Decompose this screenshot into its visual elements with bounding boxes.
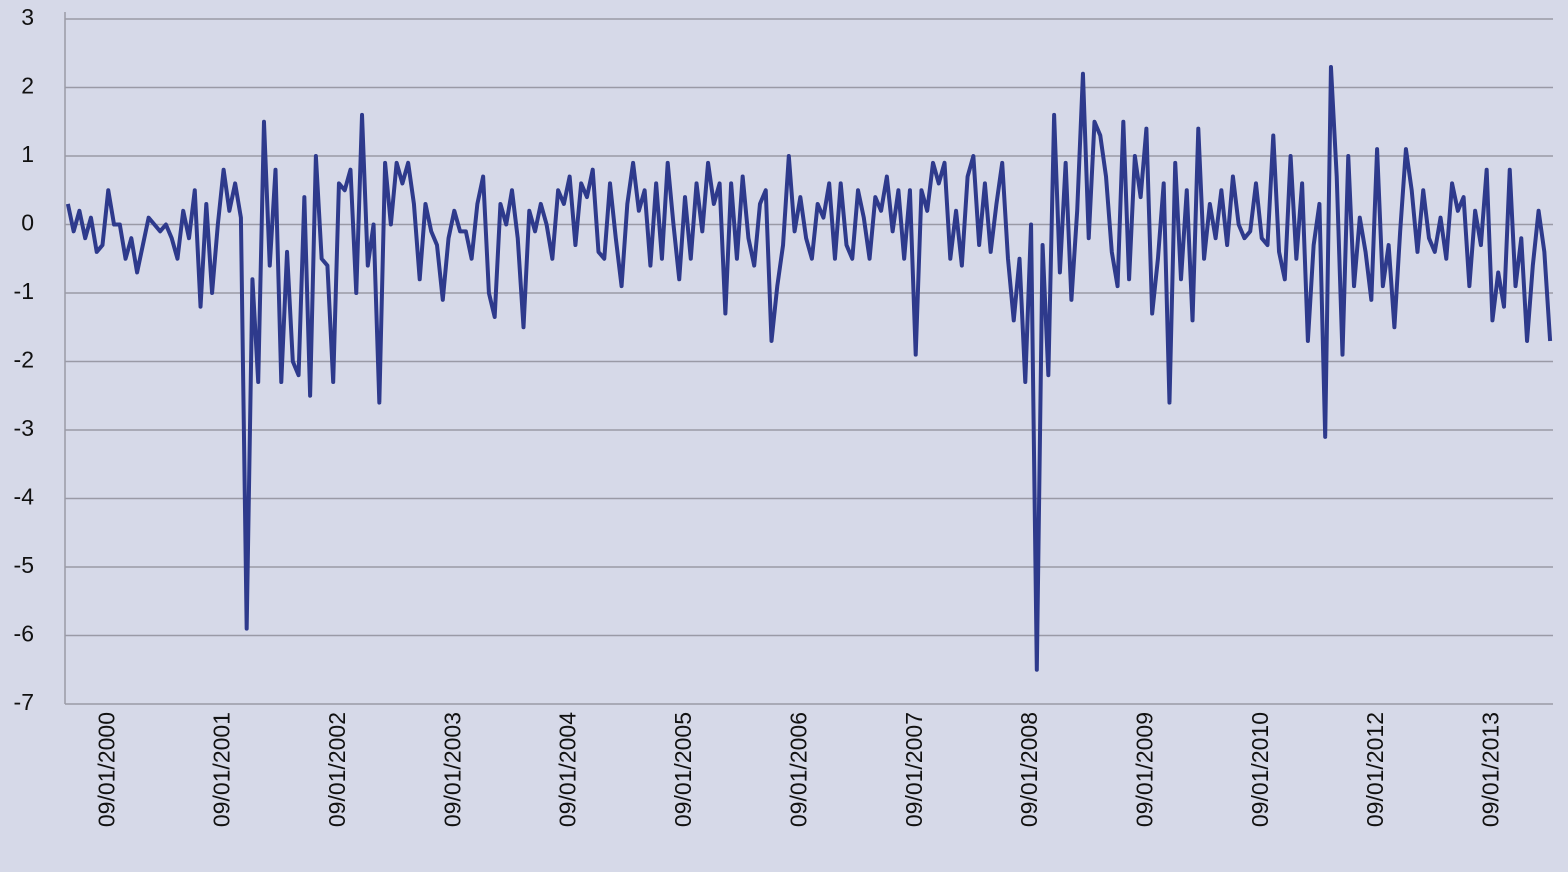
data-line <box>65 64 1553 672</box>
y-tick-label: -4 <box>14 484 35 510</box>
x-tick-label: 09/01/2003 <box>439 712 465 827</box>
x-tick-label: 09/01/2012 <box>1362 712 1388 827</box>
y-tick-label: -7 <box>14 689 34 715</box>
x-tick-label: 09/01/2008 <box>1016 712 1042 827</box>
y-tick-label: 2 <box>21 73 34 99</box>
y-tick-label: -5 <box>14 552 34 578</box>
x-tick-label: 09/01/2000 <box>93 712 119 827</box>
y-tick-label: 0 <box>21 210 34 236</box>
x-tick-label: 09/01/2002 <box>324 712 350 827</box>
x-tick-label: 09/01/2004 <box>555 712 581 827</box>
x-tick-label: 09/01/2005 <box>670 712 696 827</box>
y-tick-label: -3 <box>14 415 34 441</box>
x-tick-label: 09/01/2006 <box>785 712 811 827</box>
x-tick-label: 09/01/2013 <box>1478 712 1504 827</box>
y-tick-label: 3 <box>21 4 34 30</box>
x-tick-label: 09/01/2009 <box>1131 712 1157 827</box>
y-tick-label: -6 <box>14 621 34 647</box>
x-tick-label: 09/01/2010 <box>1247 712 1273 827</box>
y-tick-label: 1 <box>21 141 34 167</box>
x-tick-label: 09/01/2007 <box>901 712 927 827</box>
y-tick-label: -1 <box>14 278 34 304</box>
x-tick-label: 09/01/2001 <box>209 712 235 827</box>
y-tick-label: -2 <box>14 347 34 373</box>
